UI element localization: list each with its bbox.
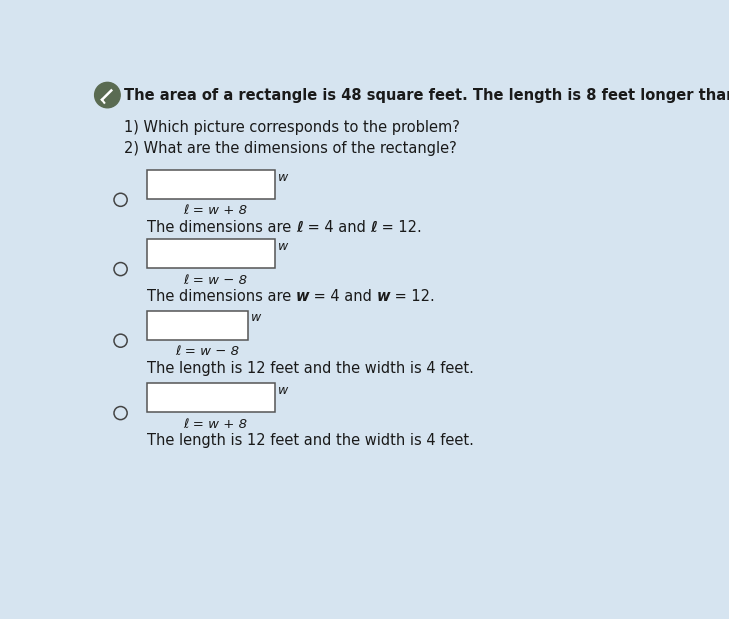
Bar <box>147 170 275 199</box>
Text: w: w <box>278 240 288 253</box>
Text: 1) Which picture corresponds to the problem?: 1) Which picture corresponds to the prob… <box>125 120 460 135</box>
Bar <box>147 383 275 412</box>
Text: = 12.: = 12. <box>377 220 422 235</box>
Text: The area of a rectangle is 48 square feet. The length is 8 feet longer than the : The area of a rectangle is 48 square fee… <box>125 87 729 103</box>
Text: w: w <box>377 289 390 304</box>
Bar <box>147 239 275 268</box>
Text: ℓ: ℓ <box>296 220 303 235</box>
Circle shape <box>95 82 120 108</box>
Bar <box>147 311 248 340</box>
Text: w: w <box>296 289 309 304</box>
Text: The dimensions are: The dimensions are <box>147 289 296 304</box>
Text: 2) What are the dimensions of the rectangle?: 2) What are the dimensions of the rectan… <box>125 142 457 157</box>
Text: The length is 12 feet and the width is 4 feet.: The length is 12 feet and the width is 4… <box>147 433 474 448</box>
Text: = 12.: = 12. <box>390 289 435 304</box>
Text: ℓ = w + 8: ℓ = w + 8 <box>183 204 246 217</box>
Text: The length is 12 feet and the width is 4 feet.: The length is 12 feet and the width is 4… <box>147 361 474 376</box>
Text: = 4 and: = 4 and <box>309 289 377 304</box>
Text: ℓ: ℓ <box>370 220 377 235</box>
Text: = 4 and: = 4 and <box>303 220 370 235</box>
Text: ℓ = w − 8: ℓ = w − 8 <box>183 274 246 287</box>
Text: ℓ = w + 8: ℓ = w + 8 <box>183 418 246 431</box>
Text: The dimensions are: The dimensions are <box>147 220 296 235</box>
Text: w: w <box>251 311 261 324</box>
Text: ℓ = w − 8: ℓ = w − 8 <box>175 345 239 358</box>
Text: w: w <box>278 384 288 397</box>
Text: w: w <box>278 170 288 183</box>
